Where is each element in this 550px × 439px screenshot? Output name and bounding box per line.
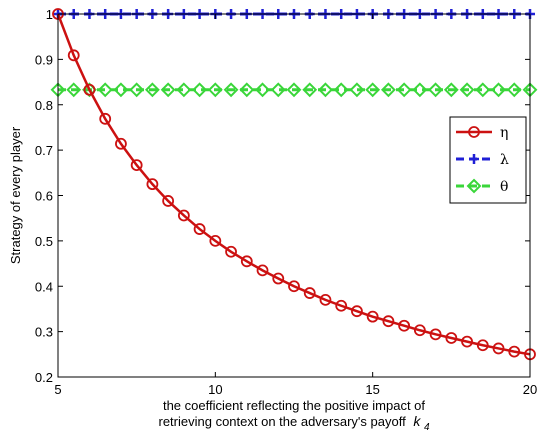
x-axis-label-line1: the coefficient reflecting the positive … (163, 398, 425, 413)
data-point (207, 82, 223, 98)
x-tick-label: 15 (365, 382, 379, 397)
data-point (469, 154, 479, 164)
data-point (413, 324, 426, 337)
y-tick-label: 0.5 (35, 234, 53, 249)
data-point (66, 82, 82, 98)
data-point (223, 82, 239, 98)
data-point (130, 159, 143, 171)
data-point (445, 332, 458, 344)
x-tick-label: 10 (208, 382, 222, 397)
data-point (468, 126, 480, 138)
data-point (398, 319, 411, 332)
data-point (192, 82, 208, 98)
legend-item: η (456, 125, 508, 141)
data-point (349, 82, 365, 98)
data-point (335, 299, 348, 312)
data-point (240, 255, 253, 268)
data-point (302, 82, 318, 98)
data-point (382, 315, 395, 328)
data-point (380, 82, 396, 98)
data-point (396, 82, 412, 98)
legend-label: θ (500, 179, 508, 195)
data-point (225, 245, 237, 258)
data-point (162, 195, 175, 207)
data-point (475, 82, 491, 98)
series-eta (52, 8, 536, 361)
x-axis-label-line2: retrieving context on the adversary's pa… (158, 413, 429, 433)
data-point (129, 82, 145, 98)
data-point (144, 82, 160, 98)
data-point (67, 49, 80, 62)
y-tick-label: 1 (46, 7, 53, 22)
legend-item: λ (456, 152, 509, 168)
data-point (366, 310, 379, 323)
x-axis-label-subscript: 4 (424, 422, 430, 433)
legend-label: η (500, 125, 508, 141)
y-tick-label: 0.8 (35, 98, 53, 113)
data-point (83, 83, 96, 96)
data-point (193, 223, 206, 235)
data-point (443, 82, 459, 98)
data-point (97, 82, 113, 98)
data-point (333, 82, 349, 98)
y-tick-label: 0.7 (35, 143, 53, 158)
data-point (255, 82, 270, 98)
series-theta (50, 82, 538, 98)
data-point (272, 272, 285, 285)
data-point (476, 339, 489, 352)
data-point (429, 328, 442, 341)
data-point (177, 209, 190, 222)
data-point (239, 82, 255, 98)
data-point (115, 137, 127, 150)
y-axis-label: Strategy of every player (8, 126, 23, 264)
data-point (256, 264, 269, 277)
legend: ηλθ (449, 116, 527, 204)
data-point (412, 82, 428, 98)
y-tick-label: 0.2 (35, 370, 53, 385)
ticks-layer: 5 10 15 20 0.2 0.3 0.4 0.5 0.6 0.7 0.8 0.9 1 (35, 7, 537, 397)
y-tick-label: 0.3 (35, 325, 53, 340)
legend-item: θ (456, 178, 508, 195)
series-line (56, 13, 531, 356)
data-point (491, 82, 506, 98)
data-point (176, 82, 192, 98)
data-point (461, 335, 473, 348)
data-point (270, 82, 286, 98)
data-point (160, 82, 176, 98)
data-point (492, 342, 505, 355)
data-point (146, 178, 159, 191)
y-tick-label: 0.9 (35, 52, 53, 67)
x-axis-label-text: retrieving context on the adversary's pa… (158, 414, 406, 429)
data-point (365, 82, 381, 98)
data-point (428, 82, 444, 98)
y-tick-label: 0.6 (35, 189, 53, 204)
data-point (318, 82, 333, 98)
data-point (288, 280, 300, 293)
data-point (303, 287, 316, 299)
data-point (506, 82, 522, 98)
x-tick-label: 5 (54, 382, 61, 397)
y-tick-label: 0.4 (35, 279, 53, 294)
data-point (286, 82, 302, 98)
x-tick-label: 20 (523, 382, 537, 397)
data-point (508, 345, 521, 358)
data-point (209, 234, 222, 247)
data-point (351, 305, 363, 318)
data-point (99, 112, 112, 125)
data-point (113, 82, 129, 98)
data-point (319, 293, 332, 306)
legend-label: λ (500, 152, 509, 168)
data-point (459, 82, 475, 98)
data-point (466, 178, 482, 194)
x-axis-label-variable: k (413, 413, 421, 429)
